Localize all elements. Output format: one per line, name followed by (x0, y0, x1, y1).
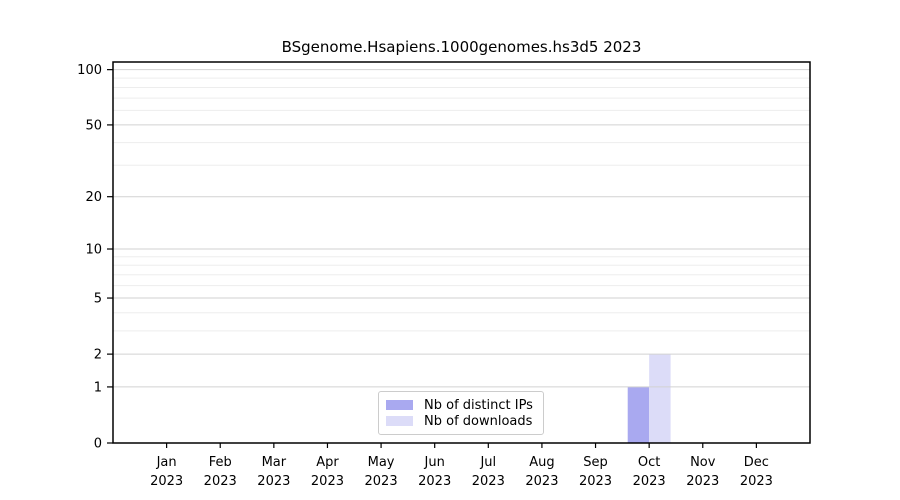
x-tick-label-month: Aug (529, 455, 554, 470)
x-tick-label-year: 2023 (740, 474, 773, 489)
y-tick-label: 2 (94, 348, 102, 363)
x-tick-label-month: Apr (316, 455, 339, 470)
x-tick-label-month: Jul (479, 455, 496, 470)
x-tick-label-month: Nov (690, 455, 716, 470)
x-tick-label-year: 2023 (365, 474, 398, 489)
y-tick-label: 100 (77, 63, 102, 78)
x-tick-label-year: 2023 (418, 474, 451, 489)
y-tick-label: 50 (85, 118, 102, 133)
x-tick-label-year: 2023 (633, 474, 666, 489)
legend-swatch-distinct-ips (386, 400, 413, 410)
y-tick-label: 20 (85, 190, 102, 205)
legend-item-distinct-ips: Nb of distinct IPs (386, 397, 543, 413)
x-tick-label-month: Oct (638, 455, 660, 470)
legend-item-downloads: Nb of downloads (386, 413, 543, 429)
x-tick-label-month: Mar (262, 455, 287, 470)
bar-oct-downloads (649, 354, 671, 443)
legend-swatch-downloads (386, 416, 413, 426)
x-tick-label-month: Jan (156, 455, 177, 470)
x-tick-label-year: 2023 (311, 474, 344, 489)
chart-title: BSgenome.Hsapiens.1000genomes.hs3d5 2023 (281, 38, 642, 56)
x-tick-label-year: 2023 (150, 474, 183, 489)
legend: Nb of distinct IPs Nb of downloads (378, 391, 544, 435)
x-tick-label-month: Sep (583, 455, 608, 470)
legend-label-downloads: Nb of downloads (424, 413, 533, 429)
x-tick-label-year: 2023 (579, 474, 612, 489)
x-tick-label-year: 2023 (525, 474, 558, 489)
x-tick-label-year: 2023 (204, 474, 237, 489)
y-tick-label: 10 (85, 243, 102, 258)
y-tick-label: 1 (94, 380, 102, 395)
x-tick-label-year: 2023 (686, 474, 719, 489)
x-tick-label-year: 2023 (472, 474, 505, 489)
bar-oct-distinct-ips (627, 386, 650, 443)
y-tick-label: 0 (94, 437, 102, 452)
x-tick-label-month: Feb (209, 455, 232, 470)
plot-border (112, 61, 811, 444)
x-tick-label-month: Jun (424, 455, 445, 470)
y-tick-label: 5 (94, 292, 102, 307)
x-tick-label-year: 2023 (257, 474, 290, 489)
x-tick-label-month: May (368, 455, 395, 470)
x-tick-label-month: Dec (744, 455, 769, 470)
legend-label-distinct-ips: Nb of distinct IPs (424, 397, 533, 413)
